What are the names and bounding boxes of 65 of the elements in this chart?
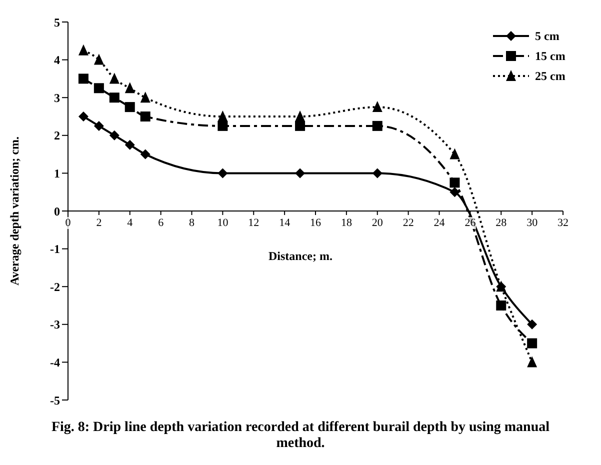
point: [109, 72, 120, 84]
y-tick-label: 5: [54, 15, 60, 30]
point: [527, 319, 538, 330]
x-tick-label: 22: [402, 217, 414, 229]
y-tick-label: 4: [54, 53, 60, 68]
x-tick-label: 20: [372, 217, 383, 229]
y-tick-label: 3: [54, 90, 60, 105]
y-tick-label: -4: [50, 355, 60, 370]
x-tick-label: 30: [526, 217, 538, 229]
point: [78, 112, 88, 122]
point: [450, 187, 460, 198]
point: [450, 148, 460, 160]
y-tick-label: -1: [50, 242, 60, 256]
point: [527, 356, 538, 368]
x-tick-label: 24: [434, 217, 445, 229]
point: [496, 300, 506, 310]
point: [527, 338, 538, 348]
point: [372, 101, 382, 112]
x-tick-label: 28: [496, 217, 507, 229]
point: [218, 110, 228, 122]
legend-label: 25 cm: [535, 68, 566, 84]
y-tick-label: -3: [50, 318, 60, 332]
x-tick-label: 6: [158, 217, 164, 229]
x-tick-label: 12: [248, 217, 260, 229]
point: [124, 102, 135, 112]
x-tick-label: 2: [96, 217, 102, 229]
point: [78, 44, 88, 56]
x-axis-title: Distance; m.: [268, 249, 332, 263]
point: [295, 168, 306, 178]
point: [94, 83, 104, 94]
x-tick-label: 16: [310, 217, 321, 229]
y-tick-label: -2: [50, 280, 60, 294]
point: [295, 110, 306, 122]
point: [140, 92, 150, 103]
x-tick-label: 0: [65, 217, 71, 229]
point: [94, 54, 104, 65]
point: [94, 120, 104, 131]
x-tick-label: 4: [127, 217, 133, 229]
y-tick-label: 1: [54, 166, 60, 180]
legend-label: 15 cm: [535, 48, 566, 64]
point: [109, 130, 120, 140]
point: [218, 168, 228, 178]
point: [124, 82, 135, 94]
text: Fig. 8: Drip line depth variation recorded at different burail depth by using manual method.: [50, 420, 550, 452]
point: [140, 149, 150, 160]
x-tick-label: 18: [340, 217, 352, 229]
point: [372, 168, 382, 178]
y-axis-title: Average depth variation; cm.: [7, 136, 22, 286]
x-tick-label: 26: [464, 217, 476, 229]
y-tick-label: 2: [54, 128, 60, 143]
point: [124, 140, 135, 150]
point: [78, 74, 88, 84]
x-tick-label: 10: [217, 217, 228, 229]
legend-label: 5 cm: [535, 28, 560, 44]
point: [372, 120, 382, 131]
point: [450, 178, 460, 188]
y-tick-label: 0: [54, 204, 60, 218]
point: [109, 92, 120, 103]
point: [140, 112, 150, 122]
y-tick-label: -5: [50, 393, 60, 408]
x-tick-label: 14: [279, 217, 290, 229]
x-tick-label: 8: [189, 217, 194, 229]
point: [295, 120, 306, 131]
point: [218, 120, 228, 131]
x-tick-label: 32: [558, 217, 568, 229]
